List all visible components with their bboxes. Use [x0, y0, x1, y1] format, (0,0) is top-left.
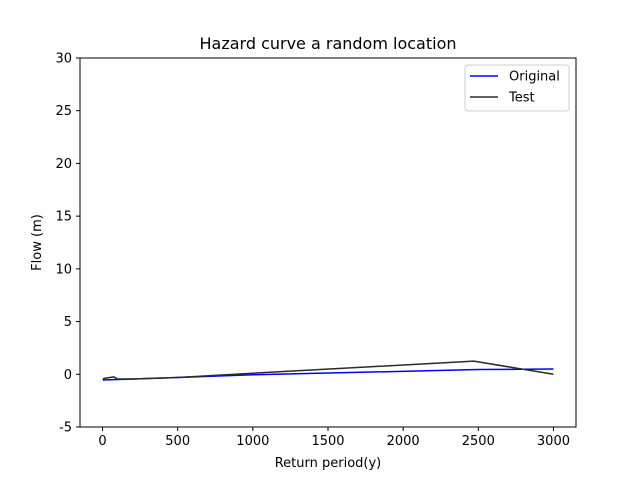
y-tick-label: 15 — [55, 210, 72, 225]
y-tick-label: 25 — [55, 104, 72, 119]
x-axis-label: Return period(y) — [275, 456, 382, 471]
chart-title: Hazard curve a random location — [199, 34, 456, 53]
y-tick-label: -5 — [59, 421, 72, 436]
x-tick-label: 2500 — [462, 434, 495, 449]
series-line-test — [102, 360, 554, 381]
y-axis-label: Flow (m) — [30, 214, 45, 271]
y-tick-label: 30 — [55, 52, 72, 67]
y-tick-label: 10 — [55, 262, 72, 277]
x-tick-label: 1500 — [311, 434, 344, 449]
y-tick-label: 5 — [64, 315, 72, 330]
x-axis-ticks: 0 500 1000 1500 2000 2500 3000 — [98, 427, 570, 449]
x-tick-label: 2000 — [387, 434, 420, 449]
series-lines — [102, 360, 554, 381]
x-tick-label: 1000 — [236, 434, 269, 449]
x-tick-label: 3000 — [537, 434, 570, 449]
legend-label-test: Test — [508, 91, 535, 106]
x-tick-label: 0 — [98, 434, 106, 449]
x-tick-label: 500 — [165, 434, 190, 449]
y-tick-label: 0 — [64, 368, 72, 383]
legend: Original Test — [464, 64, 570, 112]
legend-entries: Original Test — [470, 70, 560, 106]
y-tick-label: 20 — [55, 157, 72, 172]
y-axis-ticks: -5 0 5 10 15 20 25 30 — [55, 52, 80, 436]
legend-label-original: Original — [509, 70, 560, 85]
